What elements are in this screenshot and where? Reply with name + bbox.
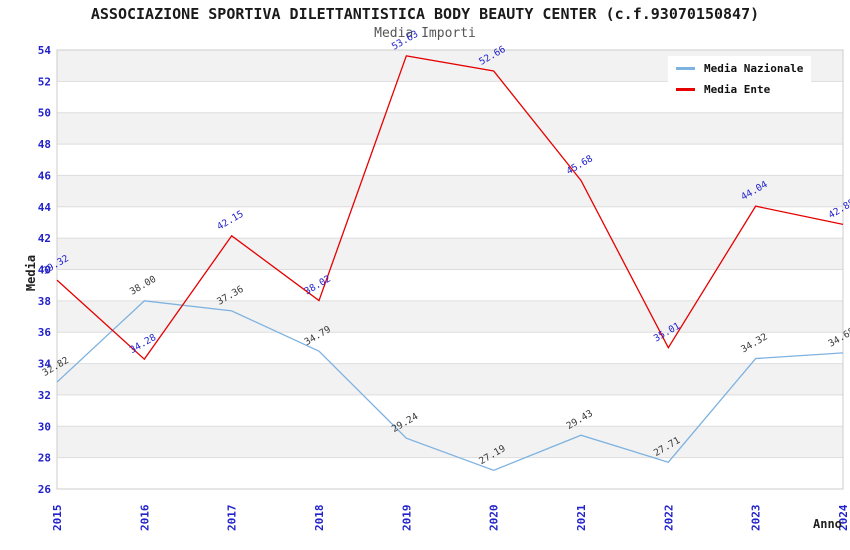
y-tick-label: 44	[38, 201, 52, 214]
y-tick-label: 42	[38, 232, 51, 245]
y-tick-label: 36	[38, 326, 52, 339]
y-tick-label: 28	[38, 452, 51, 465]
media-ente-line	[56, 55, 844, 361]
band	[57, 112, 843, 145]
band	[57, 426, 843, 458]
x-tick-label: 2015	[51, 505, 64, 532]
y-tick-label: 40	[38, 264, 51, 277]
legend-item-media-nazionale: Media Nazionale	[676, 62, 803, 75]
y-tick-label: 52	[38, 75, 51, 88]
band	[57, 144, 843, 176]
x-tick-label: 2022	[662, 505, 675, 532]
media-nazionale-line-swatch	[676, 67, 695, 70]
x-tick-label: 2020	[488, 505, 501, 532]
x-axis-title: Anno	[813, 517, 842, 531]
media-ente-data-label: 53.63	[390, 29, 420, 53]
plot-border	[56, 49, 844, 490]
legend-label-media-ente: Media Ente	[704, 83, 771, 96]
band	[57, 332, 843, 364]
band	[57, 206, 843, 239]
y-tick-label: 26	[38, 483, 52, 496]
media-ente-line-swatch	[676, 88, 695, 91]
chart-subtitle: Media Importi	[374, 26, 476, 41]
x-tick-label: 2023	[750, 505, 763, 532]
band	[57, 457, 843, 489]
legend-item-media-ente: Media Ente	[676, 83, 803, 96]
y-tick-label: 38	[38, 295, 51, 308]
band	[57, 175, 843, 207]
y-tick-label: 34	[38, 358, 52, 371]
y-tick-label: 50	[38, 107, 51, 120]
band	[57, 269, 843, 301]
legend-label-media-nazionale: Media Nazionale	[704, 62, 804, 75]
x-tick-label: 2019	[400, 505, 413, 532]
y-tick-label: 54	[38, 44, 52, 57]
x-tick-label: 2021	[575, 504, 588, 531]
media-nazionale-line	[56, 300, 844, 472]
band	[57, 363, 843, 395]
y-tick-label: 48	[38, 138, 51, 151]
band	[57, 394, 843, 427]
chart-title: ASSOCIAZIONE SPORTIVA DILETTANTISTICA BO…	[90, 5, 760, 23]
band	[57, 238, 843, 270]
x-tick-label: 2016	[138, 504, 151, 531]
y-tick-label: 32	[38, 389, 51, 402]
y-tick-label: 46	[38, 169, 52, 182]
x-tick-label: 2017	[226, 505, 239, 532]
legend: Media Nazionale Media Ente	[668, 56, 812, 102]
y-tick-label: 30	[38, 420, 51, 433]
y-axis-title: Media	[24, 254, 38, 292]
x-tick-label: 2024	[837, 504, 850, 531]
x-tick-label: 2018	[313, 505, 326, 532]
